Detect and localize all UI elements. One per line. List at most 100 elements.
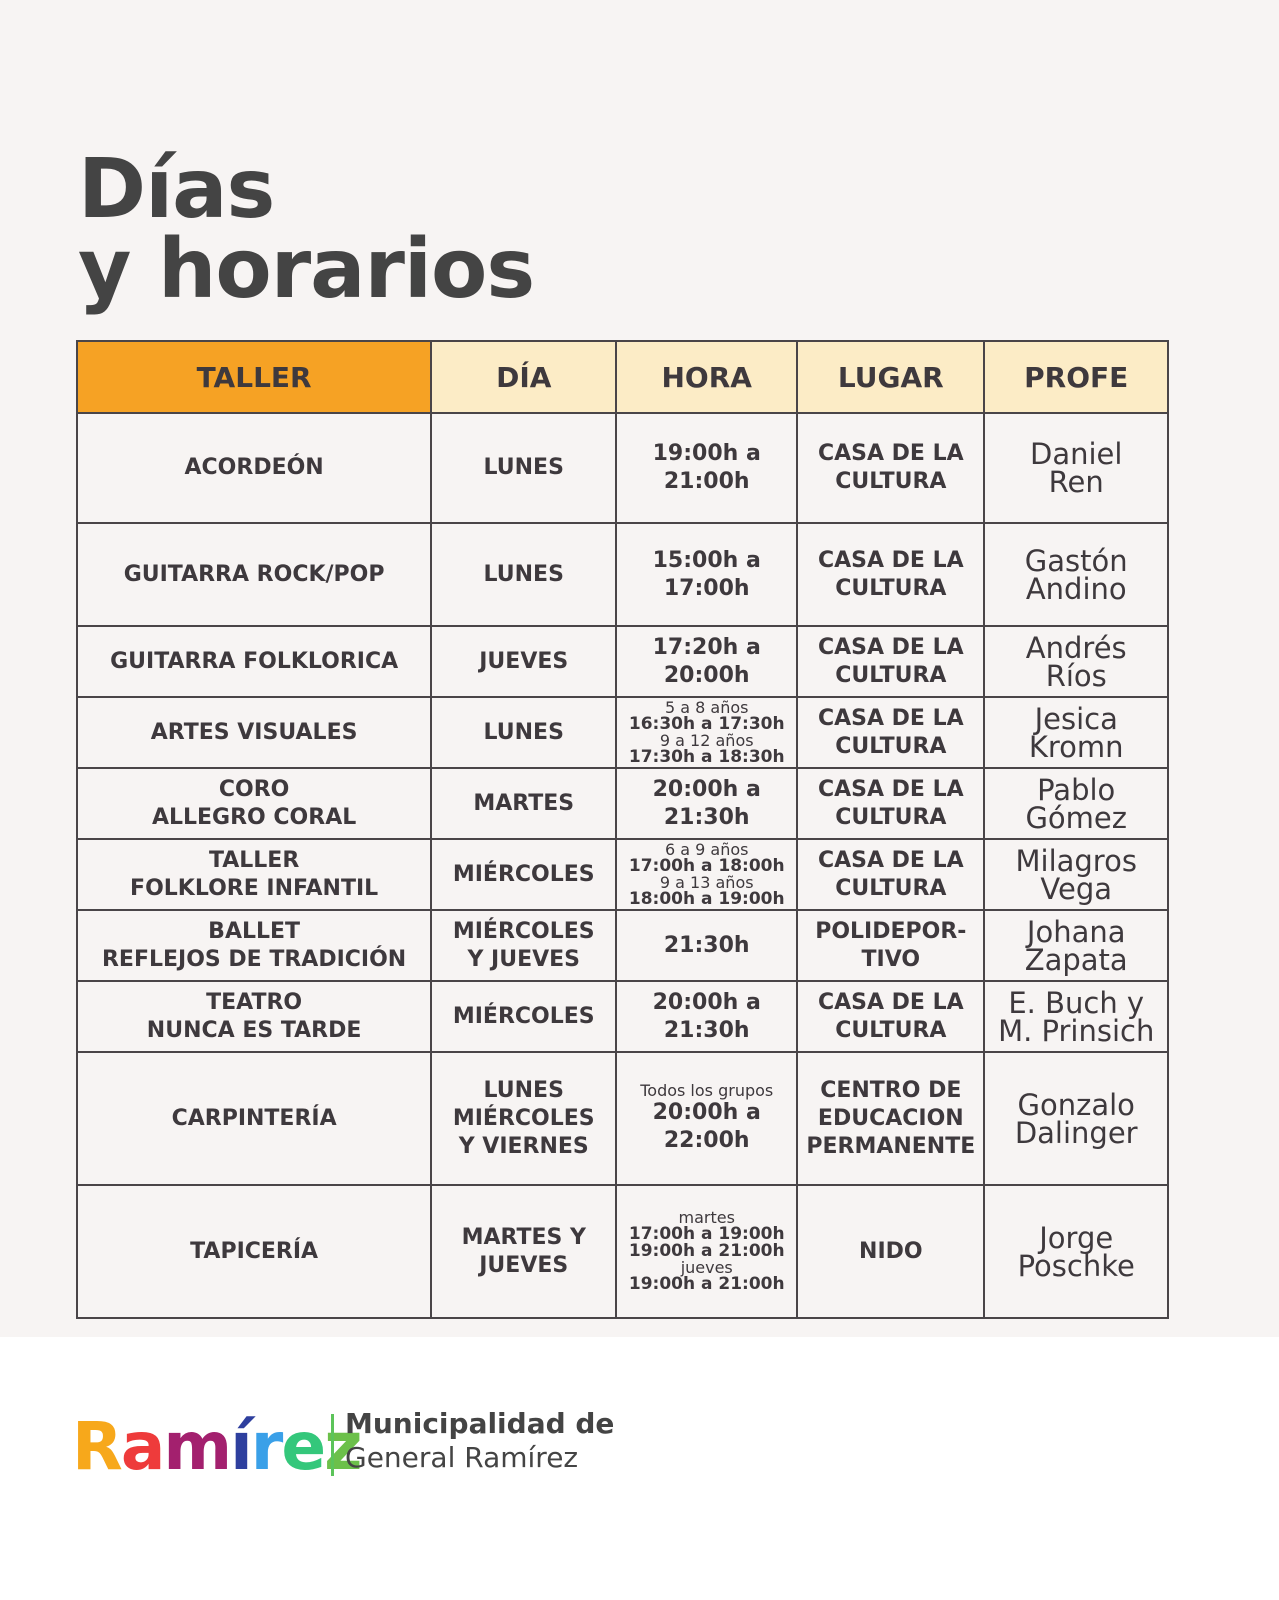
- cell-dia: MIÉRCOLES: [430, 838, 618, 911]
- cell-dia: LUNES: [430, 412, 618, 524]
- cell-profe: Gastón Andino: [983, 522, 1169, 627]
- table-row: GUITARRA ROCK/POP LUNES 15:00h a 17:00h CAS…: [75, 522, 1169, 627]
- column-header: TALLER: [75, 340, 433, 414]
- hora-line: 20:00h a 21:30h: [652, 776, 761, 830]
- cell-profe: Daniel Ren: [983, 412, 1169, 524]
- table-row: TALLER FOLKLORE INFANTIL MIÉRCOLES 6 a 9 a…: [75, 838, 1169, 911]
- logo-letter: a: [120, 1408, 166, 1485]
- cell-taller: GUITARRA FOLKLORICA: [75, 625, 433, 698]
- hora-line: 17:00h a 19:00h: [628, 1224, 785, 1244]
- cell-taller: TALLER FOLKLORE INFANTIL: [75, 838, 433, 911]
- hora-line: 19:00h a 21:00h: [628, 1241, 785, 1261]
- hora-line: 18:00h a 19:00h: [628, 888, 785, 909]
- hora-line: 9 a 13 años: [659, 872, 754, 892]
- page-title: Días y horarios: [78, 142, 535, 317]
- logo-letter: m: [163, 1408, 232, 1485]
- cell-hora: Todos los grupos 20:00h a 22:00h: [615, 1051, 799, 1186]
- cell-hora: 19:00h a 21:00h: [615, 412, 799, 524]
- cell-dia: JUEVES: [430, 625, 618, 698]
- table-row: CARPINTERÍA LUNES MIÉRCOLES Y VIERNES Todo…: [75, 1051, 1169, 1186]
- cell-dia: LUNES MIÉRCOLES Y VIERNES: [430, 1051, 618, 1186]
- cell-profe: Pablo Gómez: [983, 767, 1169, 840]
- ramirez-logo: Ramírez: [72, 1408, 363, 1485]
- hora-line: 21:30h: [663, 932, 750, 958]
- hora-line: jueves: [680, 1258, 733, 1277]
- column-header: PROFE: [983, 340, 1169, 414]
- cell-taller: ARTES VISUALES: [75, 696, 433, 769]
- cell-hora: martes 17:00h a 19:00h 19:00h a 21:00h juev…: [615, 1184, 799, 1319]
- cell-hora: 6 a 9 años 17:00h a 18:00h 9 a 13 años 18:0…: [615, 838, 799, 911]
- title-line-1: Días: [78, 142, 275, 237]
- logo-letter: e: [281, 1408, 326, 1485]
- table-row: GUITARRA FOLKLORICA JUEVES 17:20h a 20:00h…: [75, 625, 1169, 698]
- cell-lugar: CASA DE LA CULTURA: [796, 696, 986, 769]
- hora-line: 20:00h a 22:00h: [652, 1099, 761, 1153]
- cell-taller: BALLET REFLEJOS DE TRADICIÓN: [75, 909, 433, 982]
- hora-line: 19:00h a 21:00h: [628, 1274, 785, 1294]
- hora-line: martes: [678, 1208, 735, 1227]
- cell-profe: Johana Zapata: [983, 909, 1169, 982]
- cell-dia: MARTES Y JUEVES: [430, 1184, 618, 1319]
- logo-letter: R: [72, 1408, 123, 1485]
- logo-divider: [331, 1414, 334, 1476]
- cell-hora: 20:00h a 21:30h: [615, 980, 799, 1053]
- hora-line: 20:00h a 21:30h: [652, 989, 761, 1043]
- cell-dia: LUNES: [430, 522, 618, 627]
- cell-dia: MIÉRCOLES: [430, 980, 618, 1053]
- cell-hora: 5 a 8 años 16:30h a 17:30h 9 a 12 años 17:3…: [615, 696, 799, 769]
- muni-line-2: General Ramírez: [345, 1441, 579, 1474]
- title-line-2: y horarios: [78, 222, 535, 317]
- table-row: ARTES VISUALES LUNES 5 a 8 años 16:30h a 17…: [75, 696, 1169, 769]
- table-row: ACORDEÓN LUNES 19:00h a 21:00h CASA DE LA C…: [75, 412, 1169, 524]
- cell-taller: ACORDEÓN: [75, 412, 433, 524]
- hora-line: 17:30h a 18:30h: [628, 746, 785, 767]
- cell-dia: LUNES: [430, 696, 618, 769]
- cell-dia: MIÉRCOLES Y JUEVES: [430, 909, 618, 982]
- cell-profe: E. Buch y M. Prinsich: [983, 980, 1169, 1053]
- table-row: CORO ALLEGRO CORAL MARTES 20:00h a 21:30h C…: [75, 767, 1169, 840]
- hora-line: 17:20h a 20:00h: [652, 634, 761, 688]
- cell-profe: Andrés Ríos: [983, 625, 1169, 698]
- cell-lugar: CASA DE LA CULTURA: [796, 412, 986, 524]
- table-row: TAPICERÍA MARTES Y JUEVES martes 17:00h a 1…: [75, 1184, 1169, 1319]
- hora-line: 19:00h a 21:00h: [652, 441, 761, 494]
- cell-lugar: CASA DE LA CULTURA: [796, 625, 986, 698]
- logo-letter: r: [250, 1408, 284, 1485]
- municipality-name: Municipalidad de General Ramírez: [345, 1407, 614, 1475]
- cell-hora: 21:30h: [615, 909, 799, 982]
- cell-lugar: CASA DE LA CULTURA: [796, 838, 986, 911]
- cell-profe: Jesica Kromn: [983, 696, 1169, 769]
- logo-letter: í: [230, 1408, 253, 1485]
- cell-lugar: CASA DE LA CULTURA: [796, 522, 986, 627]
- hora-line: 16:30h a 17:30h: [628, 713, 785, 734]
- hora-line: 5 a 8 años: [664, 697, 749, 717]
- cell-lugar: CASA DE LA CULTURA: [796, 980, 986, 1053]
- column-header: DÍA: [430, 340, 618, 414]
- cell-taller: CARPINTERÍA: [75, 1051, 433, 1186]
- hora-line: 9 a 12 años: [659, 730, 754, 750]
- muni-line-1: Municipalidad de: [345, 1407, 615, 1440]
- cell-taller: CORO ALLEGRO CORAL: [75, 767, 433, 840]
- cell-taller: TEATRO NUNCA ES TARDE: [75, 980, 433, 1053]
- cell-profe: Jorge Poschke: [983, 1184, 1169, 1319]
- cell-profe: Milagros Vega: [983, 838, 1169, 911]
- cell-hora: 17:20h a 20:00h: [615, 625, 799, 698]
- hora-line: 6 a 9 años: [664, 839, 749, 859]
- schedule-table: TALLER DÍA HORA LUGAR PROFE ACORDEÓN LUNES 19:…: [75, 340, 1169, 1319]
- logo-letter: z: [324, 1408, 362, 1485]
- column-header: LUGAR: [796, 340, 986, 414]
- table-row: TEATRO NUNCA ES TARDE MIÉRCOLES 20:00h a 2…: [75, 980, 1169, 1053]
- cell-dia: MARTES: [430, 767, 618, 840]
- cell-lugar: NIDO: [796, 1184, 986, 1319]
- cell-lugar: CENTRO DE EDUCACION PERMANENTE: [796, 1051, 986, 1186]
- cell-taller: GUITARRA ROCK/POP: [75, 522, 433, 627]
- hora-line: 15:00h a 17:00h: [652, 547, 761, 601]
- hora-line: Todos los grupos: [640, 1080, 774, 1100]
- cell-taller: TAPICERÍA: [75, 1184, 433, 1319]
- hora-line: 17:00h a 18:00h: [628, 855, 785, 876]
- column-header: HORA: [615, 340, 799, 414]
- table-row: BALLET REFLEJOS DE TRADICIÓN MIÉRCOLES Y …: [75, 909, 1169, 982]
- cell-profe: Gonzalo Dalinger: [983, 1051, 1169, 1186]
- cell-lugar: POLIDEPOR- TIVO: [796, 909, 986, 982]
- cell-lugar: CASA DE LA CULTURA: [796, 767, 986, 840]
